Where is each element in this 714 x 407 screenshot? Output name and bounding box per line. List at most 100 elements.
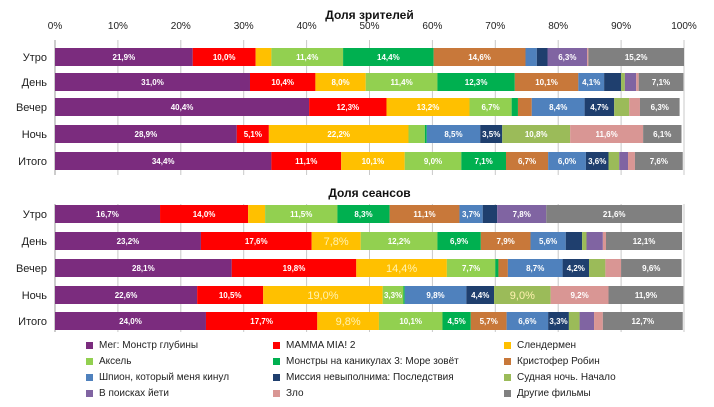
data-label: 28,1%	[132, 264, 155, 273]
data-label: 14,0%	[193, 210, 216, 219]
legend-label: Миссия невыполнима: Последствия	[286, 372, 454, 383]
data-label: 6,3%	[651, 103, 669, 112]
legend-item: Миссия невыполнима: Последствия	[273, 371, 504, 384]
bar-segment	[386, 98, 470, 116]
bar-segment	[469, 98, 512, 116]
bar-segment	[404, 152, 462, 170]
data-label: 10,4%	[271, 78, 294, 87]
legend-swatch	[273, 358, 280, 365]
legend-swatch	[273, 390, 280, 397]
data-label: 4,4%	[471, 291, 489, 300]
data-label: 11,4%	[390, 78, 412, 87]
data-label: 17,7%	[250, 317, 273, 326]
data-label: 15,2%	[625, 53, 648, 62]
data-label: 9,0%	[424, 157, 442, 166]
bar-segment	[255, 48, 272, 66]
bar-segment	[200, 232, 312, 250]
bar-segment	[197, 286, 264, 304]
bar-segment	[643, 125, 682, 143]
data-label: 8,5%	[444, 130, 462, 139]
legend-swatch	[86, 342, 93, 349]
data-label: 10,0%	[213, 53, 236, 62]
x-tick-label: 20%	[171, 21, 191, 32]
bar-segment	[404, 286, 467, 304]
data-label: 19,8%	[283, 264, 306, 273]
data-label: 10,5%	[219, 291, 242, 300]
bar-segment	[389, 205, 460, 223]
legend: Мег: Монстр глубины MAMMA MIA! 2 Слендерме…	[86, 339, 706, 400]
bar-segment	[494, 286, 551, 304]
legend-swatch	[504, 374, 511, 381]
data-label: 8,0%	[331, 78, 349, 87]
bar-segment	[619, 152, 629, 170]
bar-segment	[588, 48, 684, 66]
bar-segment	[442, 312, 471, 330]
bar-segment	[624, 73, 637, 91]
bar-segment	[568, 312, 580, 330]
legend-swatch	[504, 358, 511, 365]
data-label: 4,2%	[567, 264, 585, 273]
bar-segment	[608, 152, 620, 170]
bar-segment	[614, 98, 630, 116]
data-label: 11,1%	[295, 157, 317, 166]
x-tick-label: 40%	[297, 21, 317, 32]
bar-segment	[585, 152, 609, 170]
bar-segment	[55, 152, 272, 170]
data-label: 22,2%	[327, 130, 350, 139]
data-label: 19,0%	[307, 290, 338, 302]
bar-segment	[587, 48, 589, 66]
legend-label: Монстры на каникулах 3: Море зовёт	[286, 356, 459, 367]
bar-segment	[608, 286, 684, 304]
bar-segment	[548, 152, 586, 170]
data-label: 7,1%	[652, 78, 670, 87]
bar-segment	[482, 205, 498, 223]
legend-label: Аксель	[99, 356, 132, 367]
data-label: 7,7%	[462, 264, 480, 273]
bar-segment	[263, 286, 383, 304]
bar-segment	[594, 312, 603, 330]
data-label: 6,7%	[518, 157, 536, 166]
data-label: 11,9%	[635, 291, 657, 300]
bar-segment	[530, 232, 566, 250]
legend-label: Кристофер Робин	[517, 356, 600, 367]
bar-segment	[408, 125, 425, 143]
legend-swatch	[273, 374, 280, 381]
bar-segment	[602, 232, 607, 250]
bar-segment	[628, 152, 635, 170]
bar-segment	[343, 48, 434, 66]
data-label: 4,7%	[590, 103, 608, 112]
legend-item: Кристофер Робин	[504, 355, 704, 368]
legend-label: В поисках йети	[99, 388, 169, 399]
data-label: 11,1%	[413, 210, 435, 219]
x-tick-label: 30%	[234, 21, 254, 32]
bar-segment	[495, 259, 499, 277]
legend-item: Мег: Монстр глубины	[86, 339, 273, 352]
data-label: 8,7%	[526, 264, 544, 273]
category-label: Ночь	[22, 129, 48, 141]
bar-segment	[248, 205, 266, 223]
bar-segment	[578, 73, 605, 91]
x-tick-label: 80%	[548, 21, 568, 32]
x-tick-label: 60%	[422, 21, 442, 32]
bar-segment	[634, 152, 683, 170]
legend-item: Шпион, который меня кинул	[86, 371, 273, 384]
bar-segment	[565, 232, 583, 250]
data-label: 6,0%	[558, 157, 576, 166]
data-label: 11,6%	[596, 130, 618, 139]
bar-segment	[582, 232, 587, 250]
data-label: 16,7%	[96, 210, 119, 219]
bar-segment	[271, 152, 342, 170]
x-tick-label: 0%	[48, 21, 63, 32]
bar-segment	[531, 98, 585, 116]
x-tick-label: 90%	[611, 21, 631, 32]
bar-segment	[271, 48, 344, 66]
legend-swatch	[504, 390, 511, 397]
data-label: 6,9%	[450, 237, 468, 246]
bar-segment	[459, 205, 483, 223]
legend-label: Другие фильмы	[517, 388, 591, 399]
bar-segment	[268, 125, 409, 143]
data-label: 6,6%	[518, 317, 536, 326]
bar-segment	[621, 73, 625, 91]
data-label: 13,2%	[417, 103, 440, 112]
